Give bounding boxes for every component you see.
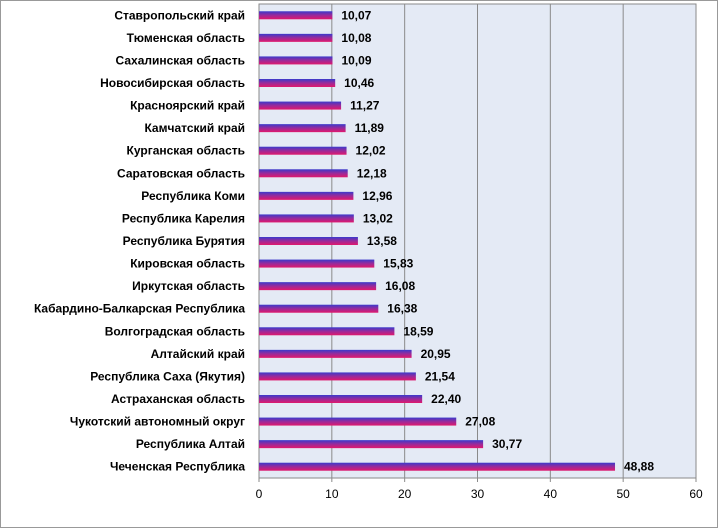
value-label: 30,77 [492, 437, 522, 451]
x-tick-label: 50 [616, 487, 630, 501]
value-label: 11,89 [355, 121, 385, 135]
bar [259, 282, 377, 291]
category-label: Саратовская область [117, 166, 245, 180]
bars [259, 11, 616, 471]
value-label: 27,08 [465, 415, 495, 429]
bar [259, 214, 354, 223]
value-label: 10,46 [344, 76, 374, 90]
bar [259, 372, 416, 381]
labels: 0 10 20 30 40 50 60 Ставропольский край 10,07 Тюм… [34, 8, 703, 501]
value-label: 48,88 [624, 460, 654, 474]
value-label: 13,02 [363, 211, 393, 225]
bar [259, 417, 457, 426]
category-label: Курганская область [127, 144, 245, 158]
bar [259, 56, 333, 65]
category-label: Кировская область [130, 257, 245, 271]
x-tick-label: 10 [325, 487, 339, 501]
bar [259, 327, 395, 336]
x-tick-label: 0 [256, 487, 263, 501]
bar [259, 124, 346, 133]
category-label: Сахалинская область [116, 53, 245, 67]
category-label: Астраханская область [111, 392, 245, 406]
category-label: Республика Саха (Якутия) [90, 369, 245, 383]
category-label: Республика Бурятия [123, 234, 245, 248]
value-label: 21,54 [425, 369, 455, 383]
value-label: 12,18 [357, 166, 387, 180]
bar [259, 33, 333, 42]
category-label: Ставропольский край [114, 8, 245, 22]
x-tick-label: 60 [689, 487, 703, 501]
category-label: Чукотский автономный округ [70, 415, 245, 429]
category-label: Тюменская область [127, 31, 245, 45]
value-label: 18,59 [403, 324, 433, 338]
category-label: Красноярский край [130, 99, 245, 113]
category-label: Камчатский край [144, 121, 245, 135]
value-label: 16,08 [385, 279, 415, 293]
category-label: Алтайский край [151, 347, 245, 361]
bar [259, 259, 375, 268]
bar [259, 11, 333, 20]
bar [259, 101, 342, 110]
category-label: Волгоградская область [105, 324, 245, 338]
x-tick-label: 40 [544, 487, 558, 501]
value-label: 20,95 [421, 347, 451, 361]
bar [259, 462, 616, 471]
bar [259, 191, 354, 200]
bar [259, 237, 358, 245]
value-label: 12,96 [362, 189, 392, 203]
category-label: Чеченская Республика [110, 460, 245, 474]
value-label: 11,27 [350, 99, 380, 113]
category-label: Республика Алтай [136, 437, 245, 451]
bar [259, 440, 484, 449]
bar [259, 395, 423, 403]
value-label: 10,09 [341, 53, 371, 67]
bar [259, 79, 336, 87]
bar [259, 146, 347, 155]
value-label: 15,83 [383, 257, 413, 271]
bar [259, 349, 412, 358]
category-label: Новосибирская область [100, 76, 245, 90]
value-label: 16,38 [387, 302, 417, 316]
category-label: Республика Карелия [122, 211, 245, 225]
bar [259, 169, 348, 178]
value-label: 13,58 [367, 234, 397, 248]
x-tick-label: 20 [398, 487, 412, 501]
value-label: 22,40 [431, 392, 461, 406]
category-label: Иркутская область [132, 279, 245, 293]
value-label: 12,02 [356, 144, 386, 158]
x-tick-label: 30 [471, 487, 485, 501]
value-label: 10,07 [341, 8, 371, 22]
value-label: 10,08 [341, 31, 371, 45]
category-label: Кабардино-Балкарская Республика [34, 302, 245, 316]
category-label: Республика Коми [141, 189, 245, 203]
bar [259, 304, 379, 313]
